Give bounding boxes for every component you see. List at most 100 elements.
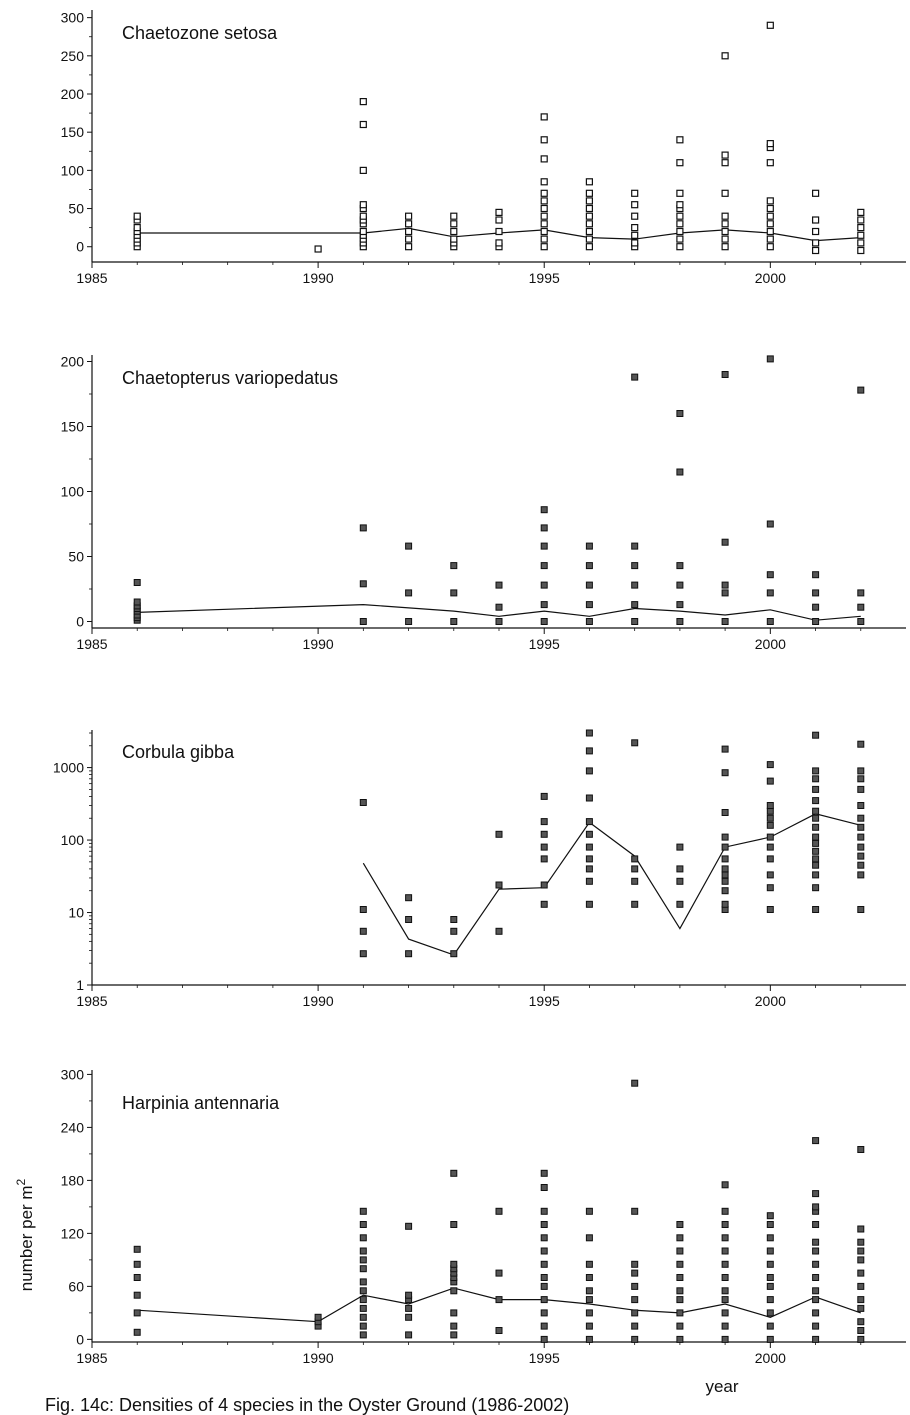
data-point [721,1287,729,1295]
data-point [857,1247,865,1255]
data-point [676,562,684,570]
data-point [405,235,413,243]
data-point [676,159,684,167]
data-point [812,1260,820,1268]
data-point [585,1335,593,1343]
data-point [676,1335,684,1343]
data-point [585,204,594,213]
data-point [721,1274,729,1281]
data-point [766,1260,774,1268]
data-point [766,1296,774,1304]
data-point [585,1207,593,1215]
data-point [812,603,820,611]
data-point [766,21,774,29]
data-point [857,386,865,394]
data-point [766,1234,774,1242]
data-point [540,1296,548,1304]
data-point [359,1247,367,1255]
data-point [766,618,774,625]
data-point [812,1190,820,1198]
data-point [495,581,503,589]
data-point [540,1247,548,1255]
data-point [631,877,639,885]
data-point [405,916,413,923]
data-point [676,865,684,873]
data-point [631,212,639,220]
data-point [811,216,820,224]
data-point [631,1322,639,1330]
x-tick-label: 2000 [755,993,786,1009]
y-tick-label: 180 [61,1172,85,1188]
data-point [405,589,413,597]
data-point [405,1291,413,1299]
data-point [812,731,820,739]
data-point [405,950,413,958]
data-point [631,1269,639,1277]
data-point [812,589,820,597]
data-point [766,843,774,851]
data-point [857,1335,865,1343]
data-point [857,224,865,232]
data-point [450,220,458,228]
data-point [676,235,684,243]
data-point [540,562,548,570]
data-point [812,884,820,892]
data-point [585,243,594,251]
data-point [540,1335,548,1343]
data-point [540,136,548,144]
data-point [359,1304,367,1312]
y-tick-label: 100 [61,484,85,500]
data-point [314,245,322,253]
data-point [359,524,367,532]
data-point [585,601,593,609]
data-point [405,212,413,220]
data-point [540,1207,548,1215]
data-point [721,745,729,753]
data-point [676,601,684,609]
data-point [359,1287,367,1295]
data-point [812,571,820,579]
data-point [766,212,774,220]
data-point [540,1184,548,1191]
y-tick-label: 240 [61,1119,85,1135]
y-tick-label: 10 [68,905,84,921]
data-point [405,220,413,228]
data-point [812,847,820,855]
data-point [721,855,729,863]
data-point [857,906,865,913]
data-point [676,877,684,885]
data-point [676,1221,684,1228]
data-point [450,212,458,220]
data-point [540,524,548,532]
data-point [857,823,865,831]
data-point [585,794,593,802]
data-point [676,1234,684,1242]
data-point [857,767,865,775]
x-tick-label: 1995 [529,270,560,286]
data-point [766,159,774,167]
x-tick-label: 1995 [529,1350,560,1366]
data-point [857,775,865,783]
data-point [766,802,774,809]
data-point [585,220,594,228]
data-point [540,243,548,251]
y-tick-label: 120 [61,1225,85,1241]
data-point [721,1247,729,1255]
data-point [631,1296,639,1304]
data-point [766,814,774,822]
x-tick-label: 1995 [529,993,560,1009]
data-point [811,239,820,247]
data-point [766,1274,774,1281]
data-point [585,542,593,550]
x-tick-label: 1990 [303,993,334,1009]
data-point [766,1247,774,1255]
panel-2: 1985 1990 1995 2000 0 50 100 150 200 Chaetopterus… [61,354,906,652]
y-tick-label: 300 [61,1066,85,1082]
y-tick-label: 60 [68,1278,84,1294]
data-point [359,201,367,209]
data-point [676,243,684,251]
x-tick-label: 1985 [76,993,107,1009]
data-point [359,1221,367,1228]
data-point [540,830,548,838]
data-point [766,220,774,228]
